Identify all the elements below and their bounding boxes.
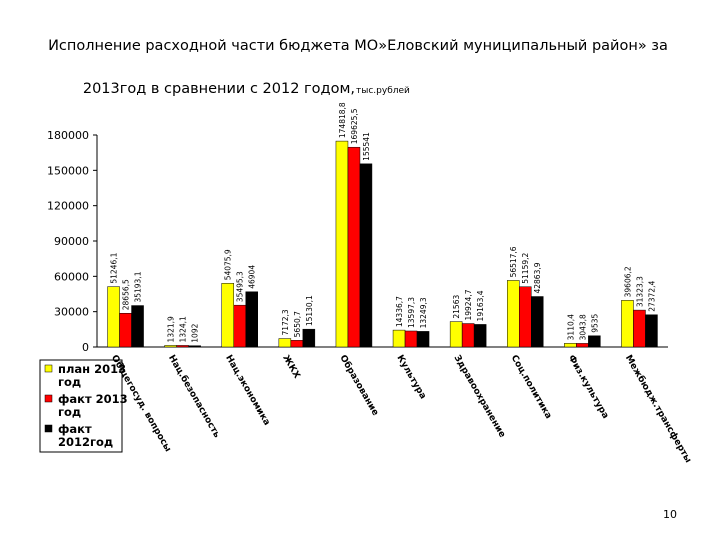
value-label: 51246,1 [110,252,119,283]
value-label: 42863,9 [533,262,542,293]
bar [359,163,373,348]
bar [564,343,577,348]
legend-label: факт 2013 год [58,392,128,419]
x-tick-label: Нац.экономика [223,354,271,428]
value-label: 7172,3 [281,309,290,335]
bar [645,314,658,348]
bar [576,343,589,348]
bar [335,140,349,348]
bar [449,321,463,348]
bar [416,331,430,348]
value-label: 174818,8 [338,102,347,138]
value-label: 1321,9 [167,316,176,342]
x-tick-label: Здравоохранение [452,354,507,440]
bar [633,309,646,348]
y-tick-label: 120000 [47,200,89,213]
bar [131,305,144,348]
value-label: 27372,4 [647,281,656,312]
y-tick-label: 0 [82,341,89,354]
value-label: 51159,2 [521,253,530,284]
bar [278,338,292,348]
bar [461,323,475,348]
bar [176,345,189,348]
value-label: 13597,3 [407,297,416,328]
value-label: 3043,8 [578,314,587,340]
value-label: 1092 [191,323,200,342]
bar [507,280,520,348]
y-tick-label: 90000 [54,235,89,248]
bar [531,296,544,348]
y-tick-label: 60000 [54,270,89,283]
bar [473,324,487,348]
value-label: 28656,5 [122,279,131,310]
title: Исполнение расходной части бюджета МО»Ел… [48,38,668,54]
page-number: 10 [663,508,677,521]
bar [519,286,532,348]
value-label: 9535 [590,313,599,332]
y-tick-label: 150000 [47,164,89,177]
value-label: 39606,2 [623,266,632,297]
value-label: 46904 [248,265,257,289]
legend-swatch [44,424,53,433]
value-label: 21563 [452,295,461,319]
legend-label: факт 2012год [58,422,113,449]
value-label: 13249,3 [419,297,428,328]
x-tick-label: Образование [337,353,381,418]
x-tick-label: Соц.политика [509,354,554,421]
value-label: 56517,6 [509,246,518,277]
value-label: 31323,3 [635,276,644,307]
x-tick-label: Нац.безопасность [166,353,223,440]
unit: тыс.рублей [356,86,410,96]
value-label: 169625,5 [350,108,359,144]
value-label: 19924,7 [464,289,473,320]
value-label: 54075,9 [224,249,233,280]
y-tick-label: 180000 [47,129,89,142]
value-label: 155541 [362,132,371,161]
bar [588,335,601,348]
value-label: 3110,4 [566,314,575,340]
value-label: 1324,1 [179,316,188,342]
legend-swatch [44,364,53,373]
bar [392,329,406,348]
legend-box [39,359,123,453]
value-label: 5650,7 [293,311,302,337]
legend-swatch [44,394,53,403]
bar [188,345,201,348]
x-tick-label: ЖКХ [280,354,301,381]
y-tick-label: 30000 [54,306,89,319]
bar [221,283,234,348]
bar [245,291,258,348]
value-label: 35193,1 [134,271,143,302]
value-label: 35495,3 [236,271,245,302]
value-label: 19163,4 [476,290,485,321]
bar [621,300,634,348]
bar [164,345,177,348]
bar [107,286,120,348]
legend-label: план 2013 год [58,362,126,389]
bar [347,146,361,348]
bar [233,304,246,348]
title: 2013год в сравнении с 2012 годом, [83,81,355,97]
bar [290,340,304,348]
bar [404,330,418,348]
value-label: 14336,7 [395,296,404,327]
x-tick-label: Межбюдж.трансферты [623,353,694,465]
bar [119,312,132,348]
x-tick-label: Физ.культура [566,354,611,421]
x-tick-label: Культура [394,354,427,402]
value-label: 15130,1 [305,295,314,326]
bar [302,328,316,348]
